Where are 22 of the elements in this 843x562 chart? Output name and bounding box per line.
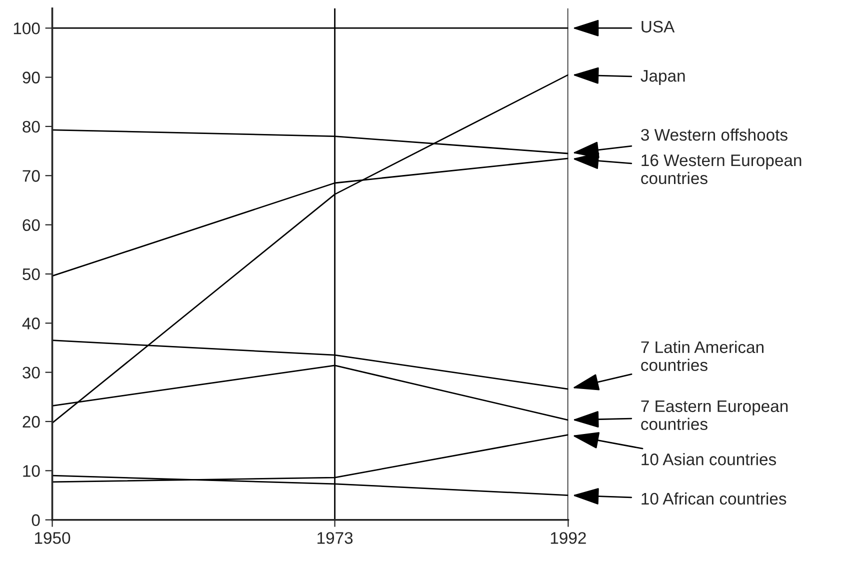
legend-label: USA	[642, 20, 675, 33]
y-tick-label: 100	[14, 22, 40, 34]
legend-label: 10 African countries	[642, 492, 786, 505]
legend-label: Japan	[640, 70, 685, 86]
y-tick-label: 30	[22, 366, 40, 379]
y-tick-label: 90	[22, 72, 40, 84]
text: 10 Asian countries	[642, 453, 776, 466]
y-tick-label: 20	[22, 416, 40, 428]
legend-label: 7 Eastern European countries	[641, 400, 788, 430]
y-tick-label: 10	[23, 465, 40, 477]
y-tick-label: 0	[32, 514, 40, 526]
legend-label: 16 Western European countries	[641, 154, 802, 184]
y-tick-label: 80	[22, 120, 40, 133]
y-tick-label: 60	[22, 219, 40, 232]
text: 3 Western offshoots	[641, 128, 788, 141]
text: 7 Latin American countries	[641, 340, 764, 372]
y-tick-label: 50	[22, 268, 40, 280]
y-tick-label: 40	[22, 318, 40, 330]
x-tick-label: 1992	[550, 532, 586, 544]
y-tick-label: 70	[22, 170, 40, 182]
x-tick-label: 1950	[35, 532, 70, 544]
x-tick-label: 1973	[318, 532, 353, 544]
